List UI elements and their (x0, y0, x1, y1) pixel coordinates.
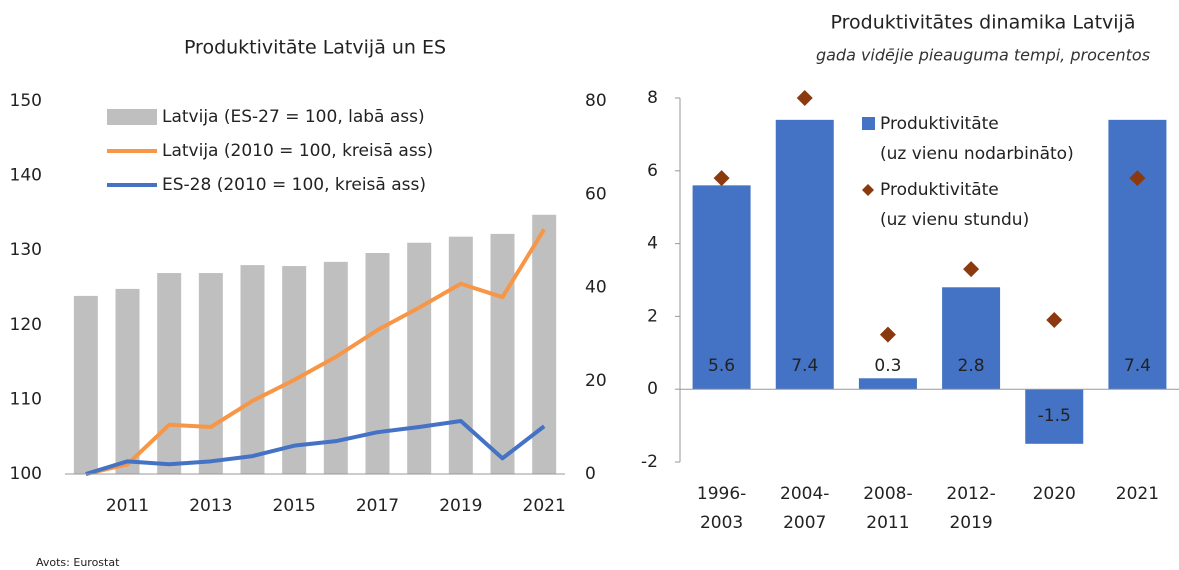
y-tick-label: 130 (10, 240, 42, 260)
value-label: -1.5 (1038, 406, 1071, 426)
bar (365, 252, 390, 474)
bar (73, 295, 98, 474)
y2-tick-label: 60 (585, 184, 607, 204)
legend-label: (uz vienu nodarbināto) (880, 144, 1074, 164)
y-tick-label: 2 (647, 306, 658, 326)
y-tick-label: 120 (10, 315, 42, 335)
bar (775, 119, 834, 390)
y-tick-label: 150 (10, 91, 42, 111)
y-tick-label: 0 (647, 379, 658, 399)
chart-title: Produktivitātes dinamika Latvijā (831, 12, 1136, 34)
diamond (879, 326, 896, 343)
y2-tick-label: 80 (585, 91, 607, 111)
x-tick-label: 2019 (439, 496, 482, 516)
x-tick-label: 2021 (1116, 484, 1159, 504)
y-tick-label: -2 (641, 452, 658, 472)
value-label: 5.6 (708, 356, 735, 376)
x-tick-label: 2012- (946, 484, 995, 504)
bar (1108, 119, 1167, 390)
bar (858, 378, 917, 390)
diamond (713, 170, 730, 187)
value-label: 7.4 (1124, 356, 1151, 376)
value-label: 0.3 (874, 356, 901, 376)
legend-label: Produktivitāte (880, 114, 999, 134)
legend-swatch (862, 184, 874, 196)
bar (157, 273, 182, 474)
chart-title: Produktivitāte Latvijā un ES (184, 37, 446, 59)
bar (692, 185, 751, 390)
bar (240, 265, 265, 474)
legend-label: Latvija (ES-27 = 100, labā ass) (162, 107, 425, 127)
legend-label: Latvija (2010 = 100, kreisā ass) (162, 141, 433, 161)
y2-tick-label: 40 (585, 278, 607, 298)
value-label: 2.8 (958, 356, 985, 376)
x-tick-label: 2004- (780, 484, 829, 504)
source: Avots: Eurostat (36, 556, 120, 569)
y2-tick-label: 20 (585, 371, 607, 391)
value-label: 7.4 (791, 356, 818, 376)
diamond (1129, 170, 1146, 187)
x-tick-label: 2008- (863, 484, 912, 504)
x-tick-label: 2007 (783, 513, 826, 533)
x-tick-label: 1996- (697, 484, 746, 504)
bar (448, 236, 473, 474)
bar (942, 287, 1001, 390)
line (85, 228, 546, 476)
bar (407, 242, 432, 474)
diamond (796, 90, 813, 106)
line (85, 419, 546, 476)
diamond (963, 261, 980, 278)
y-tick-label: 100 (10, 464, 42, 484)
diamond (1046, 312, 1063, 329)
legend-swatch (107, 109, 157, 125)
y2-tick-label: 0 (585, 464, 596, 484)
x-tick-label: 2019 (949, 513, 992, 533)
bar (282, 266, 307, 474)
y-tick-label: 140 (10, 166, 42, 186)
legend-swatch (862, 117, 875, 130)
x-tick-label: 2015 (273, 496, 316, 516)
x-tick-label: 2021 (523, 496, 566, 516)
y-tick-label: 6 (647, 161, 658, 181)
y-tick-label: 4 (647, 234, 658, 254)
x-tick-label: 2013 (189, 496, 232, 516)
legend-label: Produktivitāte (880, 180, 999, 200)
bar (1025, 389, 1084, 444)
bar (198, 273, 223, 474)
x-tick-label: 2011 (106, 496, 149, 516)
legend-label: ES-28 (2010 = 100, kreisā ass) (162, 175, 426, 195)
chart-subtitle: gada vidējie pieauguma tempi, procentos (816, 46, 1150, 65)
x-tick-label: 2020 (1033, 484, 1076, 504)
bar (490, 233, 515, 474)
legend-label: (uz vienu stundu) (880, 210, 1029, 230)
x-tick-label: 2017 (356, 496, 399, 516)
y-tick-label: 110 (10, 389, 42, 409)
x-tick-label: 2003 (700, 513, 743, 533)
x-tick-label: 2011 (866, 513, 909, 533)
bar (115, 288, 140, 474)
y-tick-label: 8 (647, 88, 658, 108)
